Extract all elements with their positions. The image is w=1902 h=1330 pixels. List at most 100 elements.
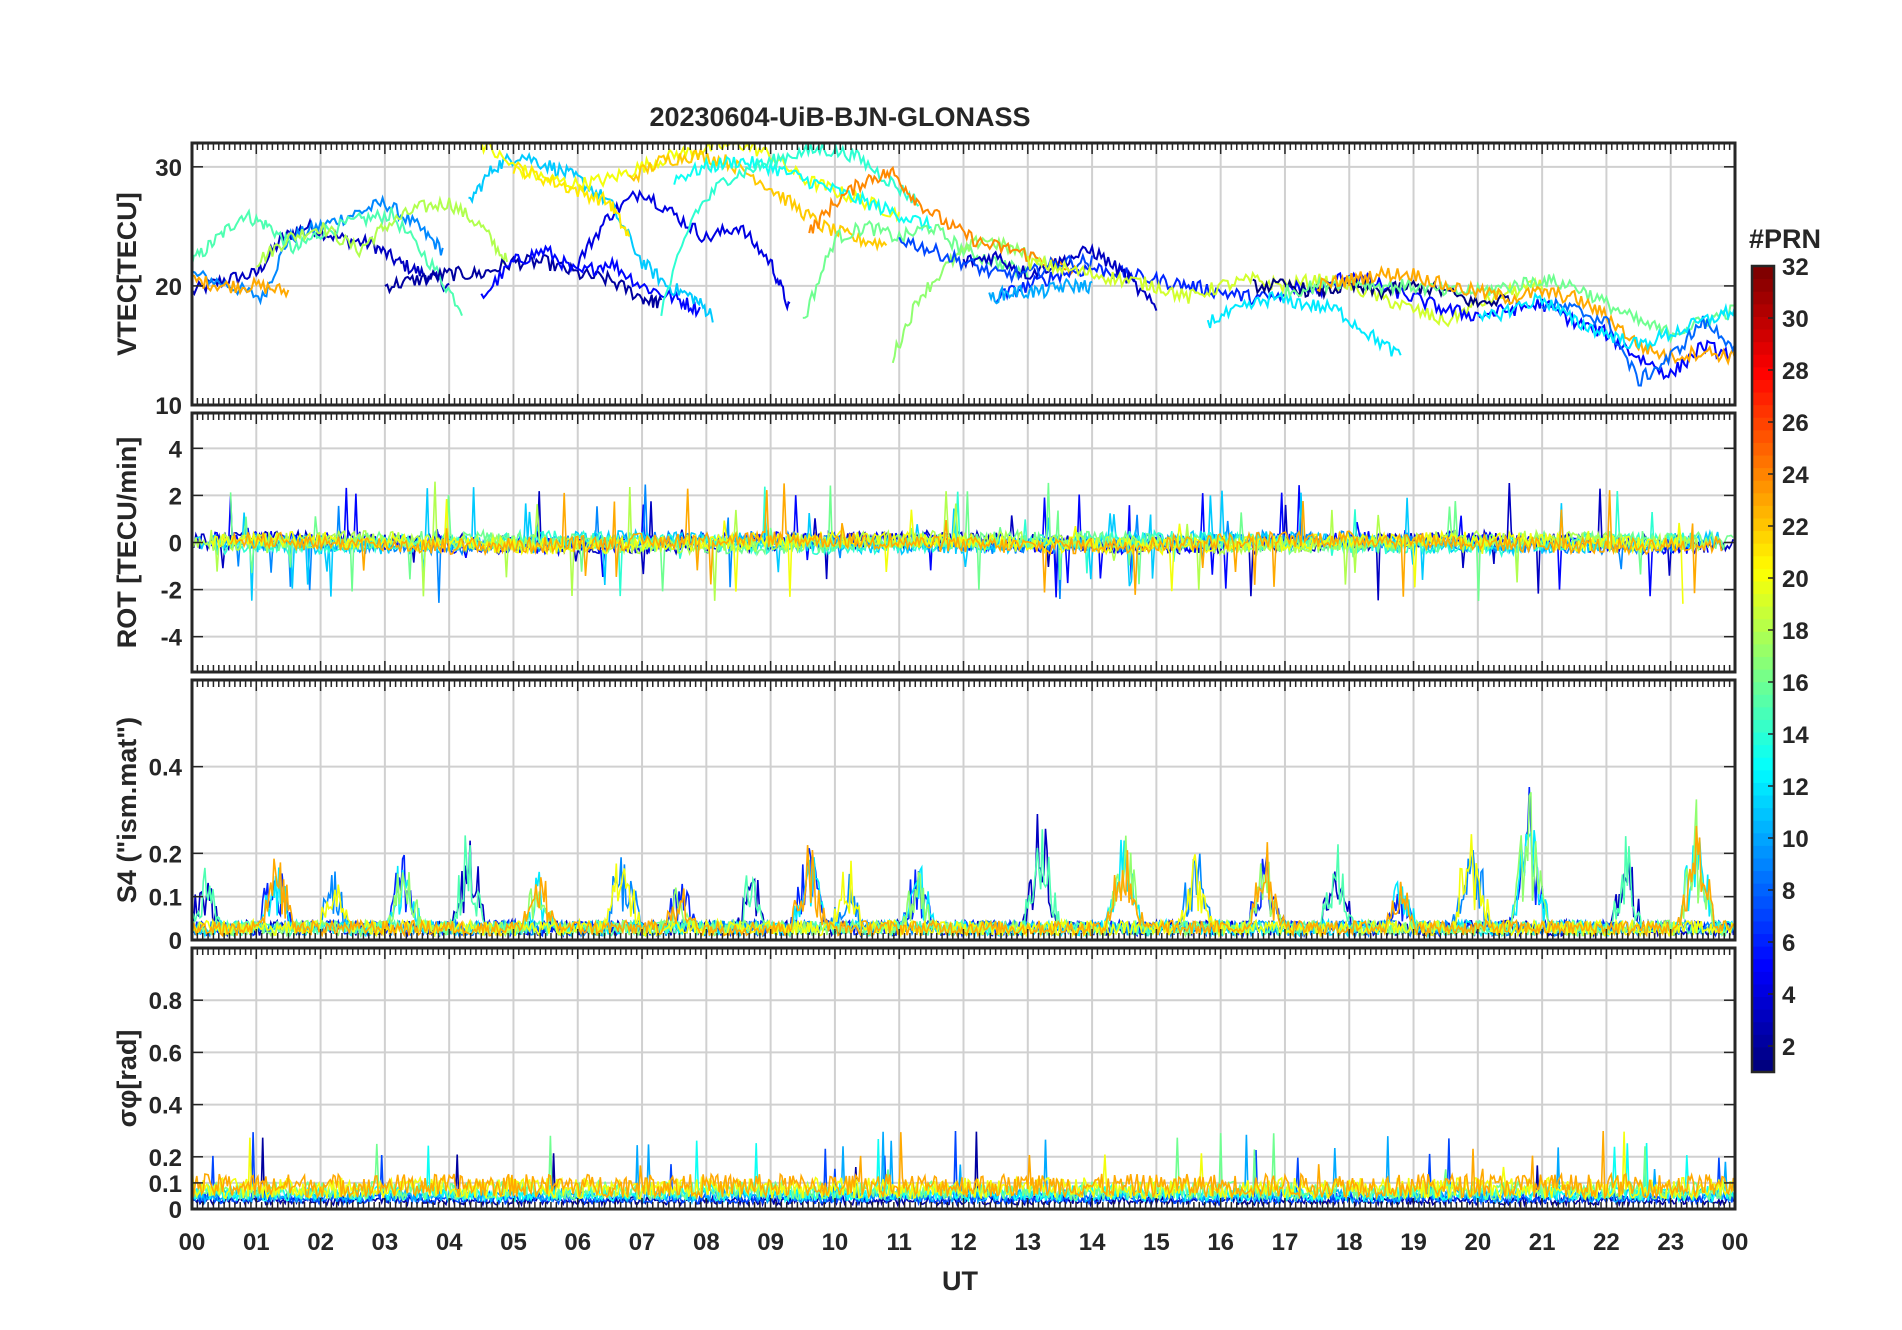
colorbar-swatch <box>1752 429 1774 443</box>
colorbar-swatch <box>1752 996 1774 1010</box>
colorbar-swatch <box>1752 543 1774 557</box>
colorbar-swatch <box>1752 354 1774 368</box>
panel-sigma_phi: 00.10.2 0.4 0.6 0.8 σφ[rad] <box>112 946 1737 1224</box>
colorbar-swatch <box>1752 618 1774 632</box>
vtec-series-prn-21 <box>512 160 631 237</box>
colorbar-swatch <box>1752 908 1774 922</box>
colorbar-swatch <box>1752 1021 1774 1035</box>
colorbar-swatch <box>1752 442 1774 456</box>
colorbar-swatch <box>1752 593 1774 607</box>
colorbar-swatch <box>1752 568 1774 582</box>
y-tick-label: 0.1 <box>149 885 182 912</box>
x-tick-label: 08 <box>693 1229 720 1256</box>
x-tick-label: 09 <box>757 1229 784 1256</box>
y-tick-label: 4 <box>169 436 183 463</box>
vtec-series-prn-13 <box>673 155 932 232</box>
colorbar-swatch <box>1752 920 1774 935</box>
vtec-series-prn-17 <box>891 234 1049 364</box>
colorbar-label: #PRN <box>1749 224 1821 254</box>
vtec-series-prn-15 <box>192 207 463 316</box>
x-tick-label: 23 <box>1657 1229 1684 1256</box>
y-tick-label: 0.6 <box>149 1040 182 1067</box>
y-tick-label: 0 <box>169 1197 182 1224</box>
vtec-series-prn-3 <box>192 217 450 297</box>
x-tick-label: 04 <box>436 1229 463 1256</box>
colorbar-tick-label: 16 <box>1782 670 1809 697</box>
colorbar-swatch <box>1752 669 1774 683</box>
colorbar-tick-label: 28 <box>1782 358 1809 385</box>
colorbar-swatch <box>1752 807 1774 821</box>
colorbar-swatch <box>1752 769 1774 783</box>
colorbar-swatch <box>1752 719 1774 733</box>
colorbar-swatch <box>1752 480 1774 494</box>
colorbar-swatch <box>1752 706 1774 720</box>
colorbar-swatch <box>1752 832 1774 846</box>
x-tick-label: 17 <box>1272 1229 1299 1256</box>
y-tick-label: 10 <box>155 393 182 420</box>
colorbar-swatch <box>1752 845 1774 859</box>
rot-series-group <box>192 481 1734 604</box>
colorbar-swatch <box>1752 467 1774 481</box>
vtec-series-prn-3 <box>962 243 1158 311</box>
colorbar-swatch <box>1752 782 1774 796</box>
vtec-series-prn-10 <box>988 277 1093 305</box>
colorbar-swatch <box>1752 820 1774 834</box>
rot-series-prn-23 <box>229 483 1723 597</box>
colorbar-tick-label: 14 <box>1782 722 1809 749</box>
y-tick-label: -4 <box>161 625 183 652</box>
x-tick-label: 00 <box>179 1229 206 1256</box>
colorbar-swatch <box>1752 731 1774 746</box>
vtec-series-prn-6 <box>994 262 1286 307</box>
colorbar-swatch <box>1752 492 1774 506</box>
x-tick-label: 07 <box>629 1229 656 1256</box>
colorbar-swatch <box>1752 757 1774 771</box>
x-tick-label: 03 <box>372 1229 399 1256</box>
colorbar-swatch <box>1752 606 1774 620</box>
x-tick-label: 01 <box>243 1229 270 1256</box>
x-tick-label: 21 <box>1529 1229 1556 1256</box>
colorbar-swatch <box>1752 656 1774 670</box>
vtec-series-prn-24 <box>808 165 1081 277</box>
vtec-series-prn-8 <box>1541 296 1735 387</box>
colorbar-tick-label: 32 <box>1782 254 1809 281</box>
colorbar-swatch <box>1752 555 1774 569</box>
colorbar-swatch <box>1752 1046 1774 1061</box>
vtec-series-prn-12 <box>1477 291 1735 352</box>
colorbar-swatch <box>1752 391 1774 406</box>
colorbar-swatch <box>1752 1009 1774 1023</box>
x-tick-label: 14 <box>1079 1229 1106 1256</box>
colorbar-tick-label: 6 <box>1782 930 1795 957</box>
y-tick-label: 2 <box>169 483 182 510</box>
colorbar-swatch <box>1752 857 1774 872</box>
colorbar-swatch <box>1752 328 1774 343</box>
colorbar-swatch <box>1752 971 1774 985</box>
colorbar-swatch <box>1752 278 1774 292</box>
colorbar-swatch <box>1752 1034 1774 1048</box>
x-tick-label: 06 <box>564 1229 591 1256</box>
y-tick-label: 0.1 <box>149 1171 182 1198</box>
colorbar-tick-label: 10 <box>1782 826 1809 853</box>
x-axis-label: UT <box>942 1266 978 1296</box>
y-tick-label: 0.8 <box>149 988 182 1015</box>
x-tick-label: 15 <box>1143 1229 1170 1256</box>
colorbar-swatch <box>1752 958 1774 972</box>
x-tick-label: 02 <box>307 1229 334 1256</box>
colorbar-tick-label: 8 <box>1782 878 1795 905</box>
s4-series-prn-17 <box>192 791 1735 939</box>
colorbar-swatch <box>1752 794 1774 809</box>
vtec-series-prn-1 <box>1252 277 1511 309</box>
colorbar-swatch <box>1752 643 1774 658</box>
y-tick-label: 0.4 <box>149 755 183 782</box>
colorbar-swatch <box>1752 631 1774 645</box>
colorbar-swatch <box>1752 933 1774 947</box>
vtec-series-prn-23 <box>192 274 290 299</box>
colorbar-swatch <box>1752 946 1774 960</box>
colorbar-tick-label: 22 <box>1782 514 1809 541</box>
colorbar-tick-label: 18 <box>1782 618 1809 645</box>
y-tick-label: 0.2 <box>149 1145 182 1172</box>
y-axis-label-vtec: VTEC[TECU] <box>112 192 142 356</box>
vtec-series-group <box>192 143 1735 387</box>
colorbar-swatch <box>1752 316 1774 330</box>
y-axis-label-s4: S4 ("ism.mat") <box>112 717 142 903</box>
